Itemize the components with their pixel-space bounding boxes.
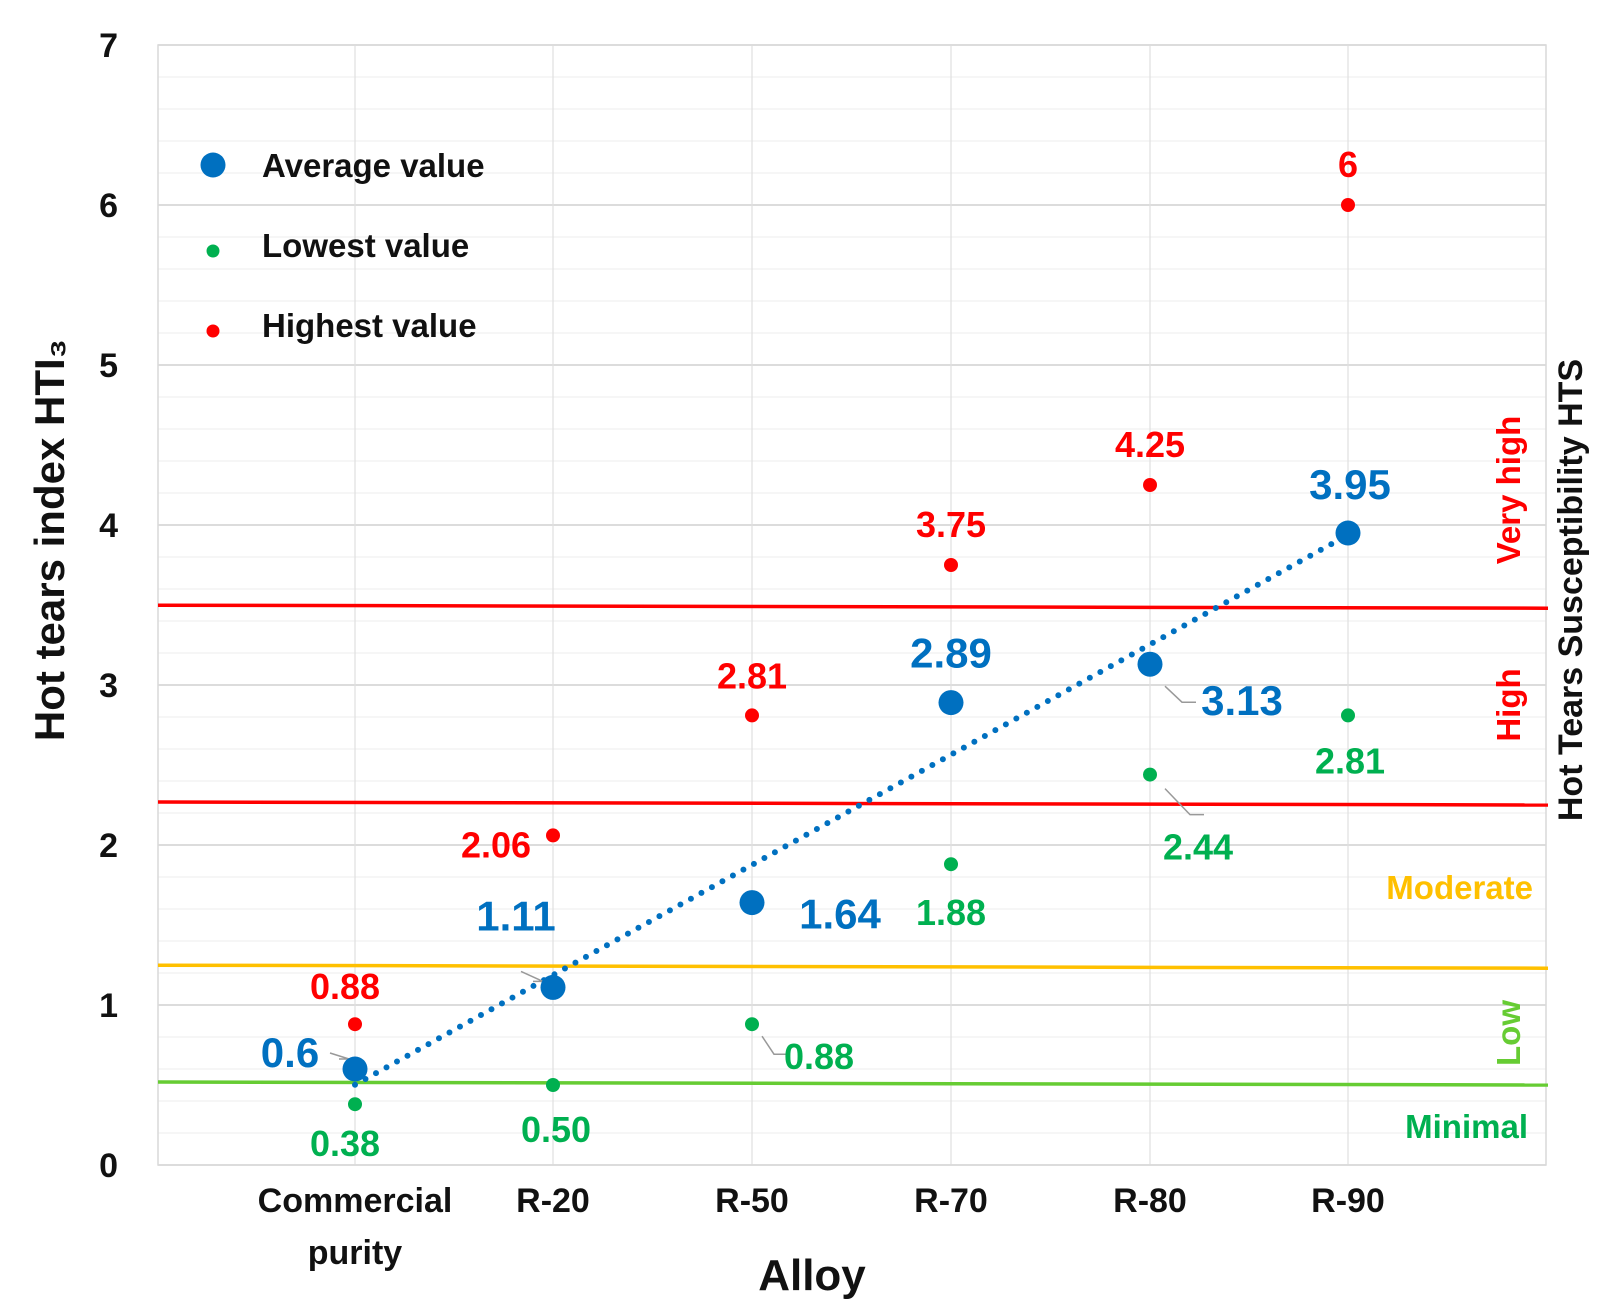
threshold-line [157,1080,1549,1087]
leader-line [329,1052,350,1060]
average-value-point [540,974,566,1000]
y-tick-label: 1 [99,987,118,1025]
zone-label: Low [1490,1000,1527,1066]
lowest-value-label: 1.88 [916,892,986,933]
lowest-value-label: 0.50 [521,1109,591,1150]
threshold-line [157,800,1549,807]
average-value-point [1335,520,1361,546]
lowest-value-point [1143,767,1157,782]
lowest-value-label: 0.38 [310,1123,380,1164]
lowest-value-label: 2.81 [1315,740,1385,781]
legend-average-marker [200,152,226,178]
y-tick-label: 6 [99,187,118,225]
x-axis-ticks: Commercial purity R-20 R-50 R-70 R-80 R-90 [258,1182,1385,1272]
x-tick-label: R-20 [516,1182,590,1220]
zone-labels: Minimal Low Moderate High Very high [1386,416,1533,1145]
lowest-value-point [348,1097,362,1112]
highest-value-label: 2.81 [717,655,787,696]
highest-value-point [546,828,560,843]
x-tick-label: R-50 [715,1182,789,1220]
average-value-point [938,690,964,716]
lowest-value-point [944,857,958,872]
legend-highest-marker [206,324,220,338]
threshold-lines [157,603,1549,1087]
zone-label: Very high [1490,416,1527,565]
highest-value-point [944,558,958,572]
average-value-label: 1.64 [799,891,881,938]
average-value-point [739,890,765,916]
y-tick-label: 4 [99,507,118,545]
y-axis-ticks: 0 1 2 3 4 5 6 7 [99,27,118,1185]
y-tick-label: 7 [99,27,118,65]
highest-value-point [348,1017,362,1032]
label-leader-lines [329,685,1204,1060]
leader-line [1164,685,1196,703]
legend-average-label: Average value [262,147,485,184]
lowest-value-label: 2.44 [1163,827,1233,868]
highest-value-label: 0.88 [310,966,380,1007]
threshold-line [157,603,1549,610]
legend: Average value Lowest value Highest value [200,147,485,344]
lowest-value-point [745,1017,759,1032]
plot-area-border [157,44,1547,1166]
x-axis-title: Alloy [758,1251,866,1300]
y-axis-title: Hot tears index HTI₃ [26,339,73,741]
legend-lowest-label: Lowest value [262,227,469,264]
secondary-y-axis-title: Hot Tears Susceptibility HTS [1552,359,1590,821]
zone-label: Moderate [1386,869,1533,906]
threshold-line [157,963,1549,970]
average-value-label: 0.6 [261,1029,319,1076]
average-value-label: 3.95 [1309,461,1391,508]
y-tick-label: 0 [99,1147,118,1185]
data-labels: 0.6 1.11 1.64 2.89 3.13 3.95 0.38 0.50 0.88 1.88 2… [261,144,1391,1164]
y-tick-label: 3 [99,667,118,705]
x-tick-label: R-80 [1113,1182,1187,1220]
legend-highest-label: Highest value [262,307,477,344]
average-value-label: 3.13 [1201,677,1283,724]
lowest-value-label: 0.88 [784,1036,854,1077]
zone-label: Minimal [1405,1108,1528,1145]
average-trendline [352,531,1351,1088]
leader-line [1164,788,1204,816]
trendline [352,531,1351,1088]
y-tick-label: 2 [99,827,118,865]
zone-label: High [1490,668,1527,741]
average-value-point [1137,651,1163,677]
y-tick-label: 5 [99,347,118,385]
average-value-label: 1.11 [476,892,555,939]
highest-value-label: 6 [1338,144,1358,185]
highest-value-label: 2.06 [461,824,531,865]
x-tick-label: R-70 [914,1182,988,1220]
highest-value-label: 3.75 [916,504,986,545]
highest-value-point [1143,478,1157,492]
lowest-value-point [546,1078,560,1092]
average-value-label: 2.89 [910,630,992,677]
x-tick-label: Commercial [258,1182,453,1220]
x-tick-label: R-90 [1311,1182,1385,1220]
highest-value-point [745,708,759,723]
highest-value-label: 4.25 [1115,424,1185,465]
data-points [342,198,1361,1112]
lowest-value-point [1341,708,1355,723]
average-value-point [342,1056,368,1082]
leader-line [761,1035,788,1055]
x-tick-label: purity [308,1234,403,1272]
highest-value-point [1341,198,1355,212]
legend-lowest-marker [206,244,220,258]
